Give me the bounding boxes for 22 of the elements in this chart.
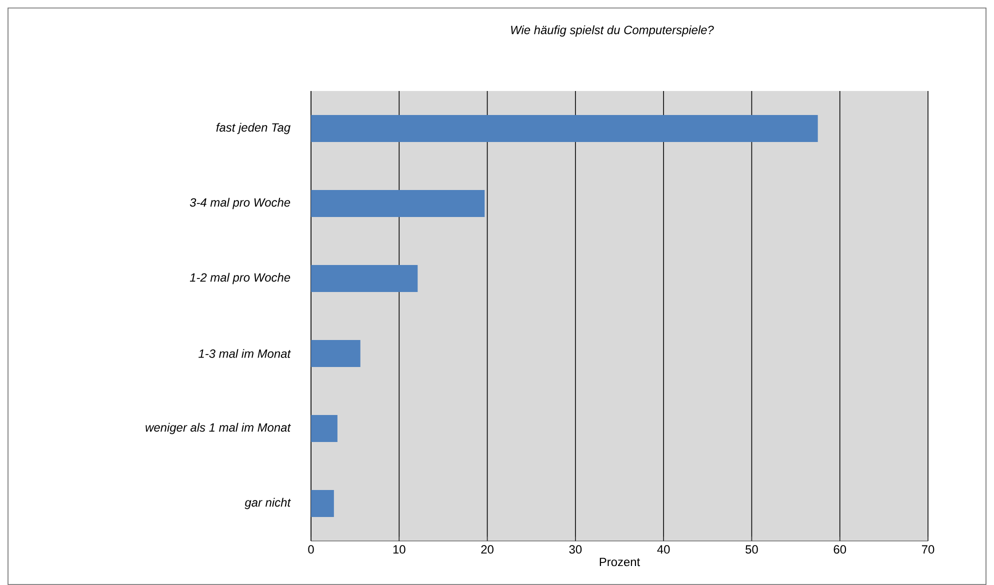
y-tick-label: 3-4 mal pro Woche [190,198,290,210]
x-tick-label: 40 [657,545,670,554]
x-axis-title: Prozent [600,558,640,566]
x-tick-label: 30 [569,545,582,554]
x-tick-label: 20 [481,545,494,554]
y-tick-label: weniger als 1 mal im Monat [146,422,291,434]
x-tick-label: 10 [393,545,406,554]
bar [311,264,418,292]
x-tick-label: 70 [922,545,934,554]
bar [311,340,360,367]
bar [311,114,818,142]
bar [311,490,334,517]
bar [311,414,338,442]
y-tick-label: gar nicht [244,498,291,510]
bar [311,190,485,217]
y-tick-label: fast jeden Tag [216,122,290,134]
y-tick-label: 1-3 mal im Monat [198,349,291,358]
x-tick-label: 60 [834,545,846,554]
x-tick-label: 50 [746,545,758,554]
chart-title: Wie häufig spielst du Computerspiele? [511,25,714,37]
y-tick-label: 1-2 mal pro Woche [190,272,290,284]
x-tick-label: 0 [308,545,314,554]
